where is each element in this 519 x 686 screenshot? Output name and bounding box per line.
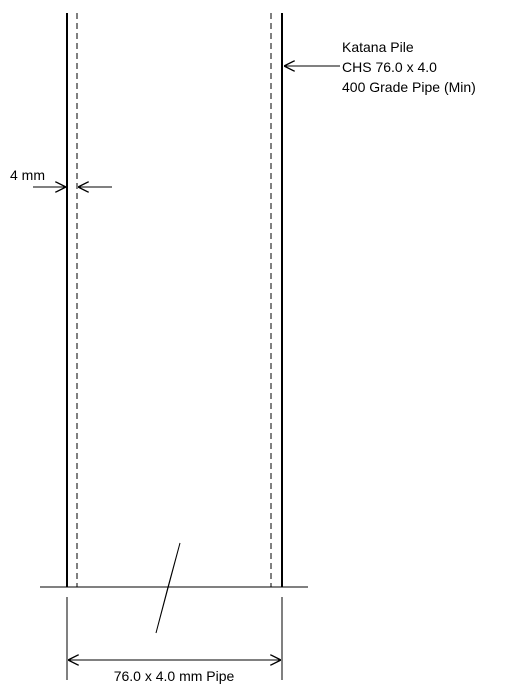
break-line [40,542,308,634]
wall-dimension-label: 4 mm [10,167,45,183]
width-dimension-label: 76.0 x 4.0 mm Pipe [114,668,235,684]
callout-label-line3: 400 Grade Pipe (Min) [342,79,476,95]
callout-label-line2: CHS 76.0 x 4.0 [342,59,437,75]
callout-label-line1: Katana Pile [342,39,414,55]
